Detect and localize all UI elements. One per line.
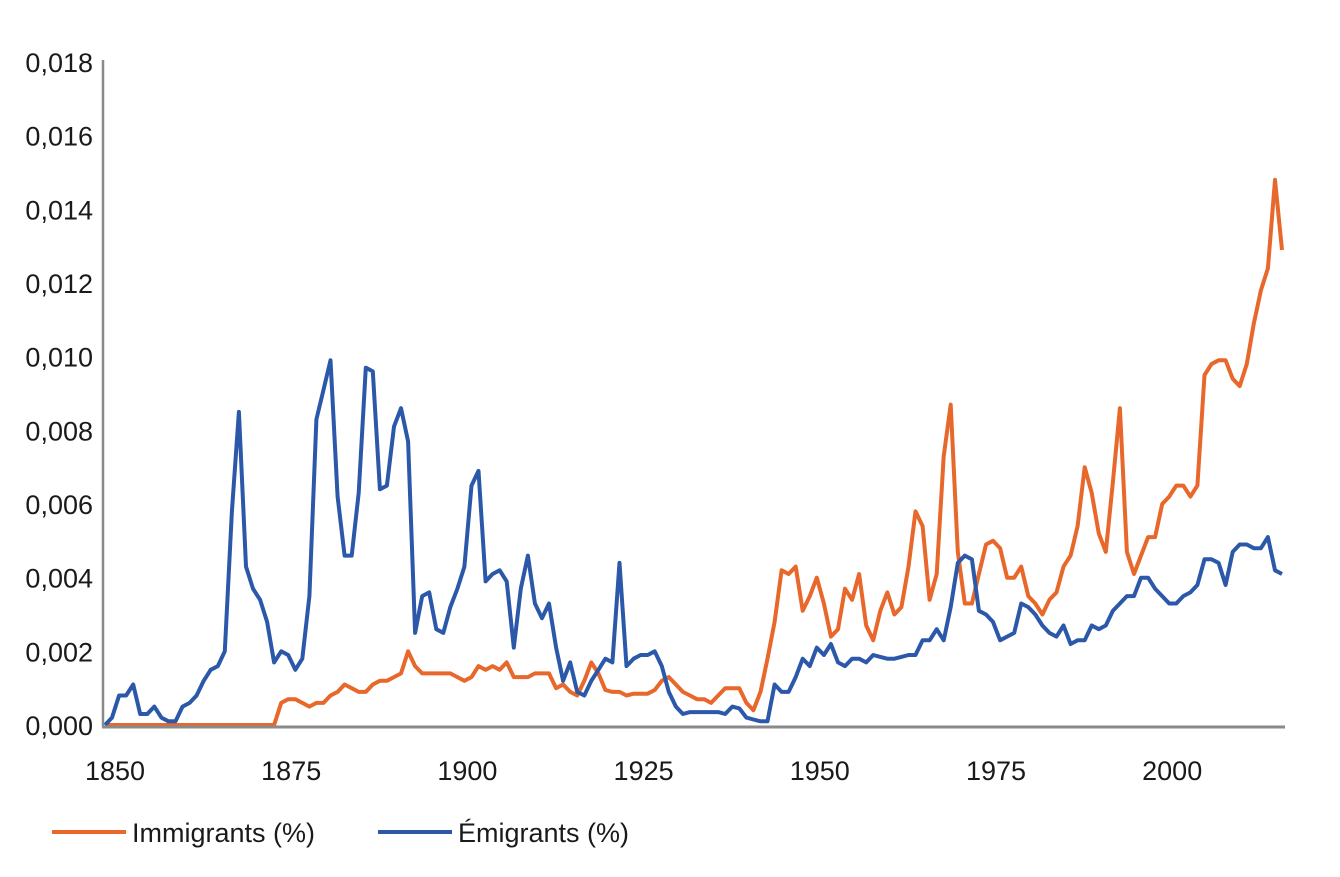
x-tick-label: 1900 [437, 756, 497, 786]
x-tick-label: 2000 [1142, 756, 1202, 786]
series-line-immigrants [105, 177, 1284, 727]
legend: Immigrants (%) Émigrants (%) [52, 818, 629, 848]
series-line-emigrants [103, 358, 1283, 727]
x-tick-label: 1975 [966, 756, 1026, 786]
series-lines [103, 177, 1284, 727]
legend-item-emigrants[interactable]: Émigrants (%) [378, 818, 629, 848]
y-tick-label: 0,016 [25, 122, 93, 152]
legend-item-immigrants[interactable]: Immigrants (%) [52, 818, 315, 848]
y-tick-label: 0,012 [25, 269, 93, 299]
y-tick-label: 0,004 [25, 564, 93, 594]
y-tick-label: 0,000 [25, 711, 93, 741]
x-tick-label: 1950 [790, 756, 850, 786]
y-tick-label: 0,018 [25, 48, 93, 78]
y-tick-label: 0,002 [25, 637, 93, 667]
legend-label-emigrants: Émigrants (%) [458, 818, 629, 848]
y-tick-label: 0,010 [25, 343, 93, 373]
legend-label-immigrants: Immigrants (%) [132, 818, 315, 848]
y-axis-ticks: 0,000 0,002 0,004 0,006 0,008 0,010 0,012 0,014… [25, 48, 93, 741]
x-tick-label: 1875 [261, 756, 321, 786]
y-tick-label: 0,014 [25, 195, 93, 225]
y-tick-label: 0,008 [25, 416, 93, 446]
x-tick-label: 1925 [614, 756, 674, 786]
x-axis-ticks: 1850 1875 1900 1925 1950 1975 2000 [85, 756, 1202, 786]
y-tick-label: 0,006 [25, 490, 93, 520]
x-tick-label: 1850 [85, 756, 145, 786]
